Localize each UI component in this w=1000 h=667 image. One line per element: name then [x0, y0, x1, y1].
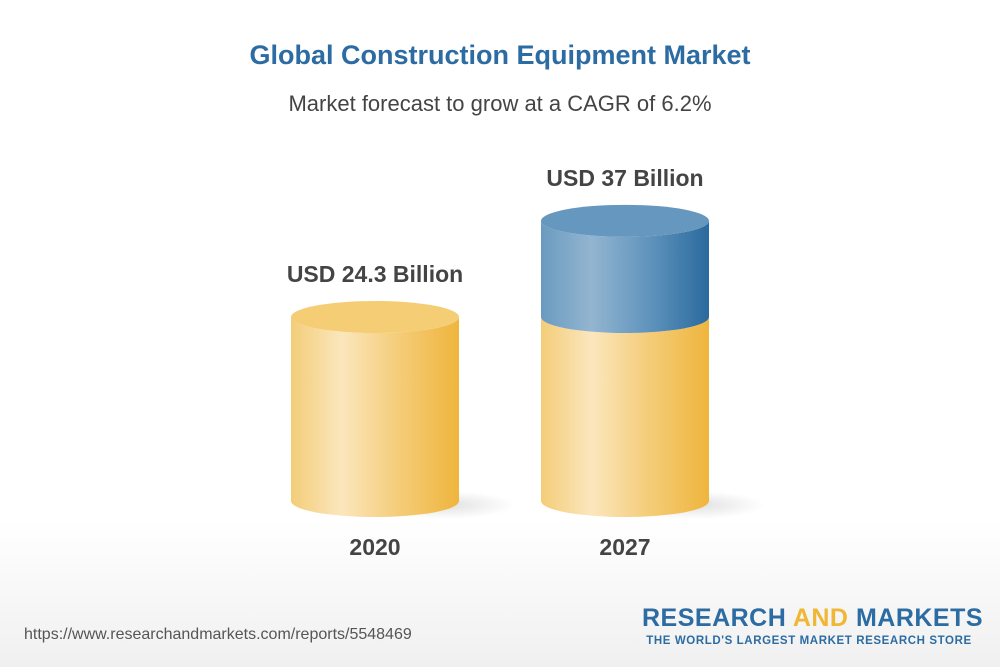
chart-subtitle: Market forecast to grow at a CAGR of 6.2… — [288, 91, 712, 116]
category-label: 2020 — [349, 534, 400, 560]
logo-tagline: THE WORLD'S LARGEST MARKET RESEARCH STOR… — [646, 635, 972, 647]
logo-text: MARKETS — [848, 604, 984, 632]
category-label: 2027 — [599, 534, 650, 560]
logo-text: RESEARCH — [642, 604, 793, 632]
data-label: USD 37 Billion — [546, 165, 703, 191]
source-url[interactable]: https://www.researchandmarkets.com/repor… — [24, 626, 412, 643]
logo-text: AND — [792, 604, 849, 632]
bar-top — [541, 204, 709, 237]
chart-title: Global Construction Equipment Market — [249, 40, 751, 70]
bar-2020 — [291, 317, 459, 517]
bar-2027 — [541, 317, 709, 517]
bar-growth-segment-2027 — [541, 220, 709, 333]
data-label: USD 24.3 Billion — [287, 261, 463, 287]
research-and-markets-logo: RESEARCH AND MARKETS THE WORLD'S LARGEST… — [642, 604, 983, 647]
bar-top — [291, 301, 459, 333]
